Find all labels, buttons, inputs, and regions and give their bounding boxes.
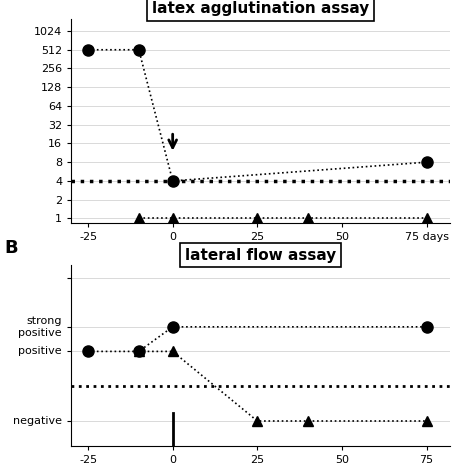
Title: latex agglutination assay: latex agglutination assay <box>152 1 369 17</box>
Text: B: B <box>5 239 18 257</box>
Title: lateral flow assay: lateral flow assay <box>185 248 337 263</box>
